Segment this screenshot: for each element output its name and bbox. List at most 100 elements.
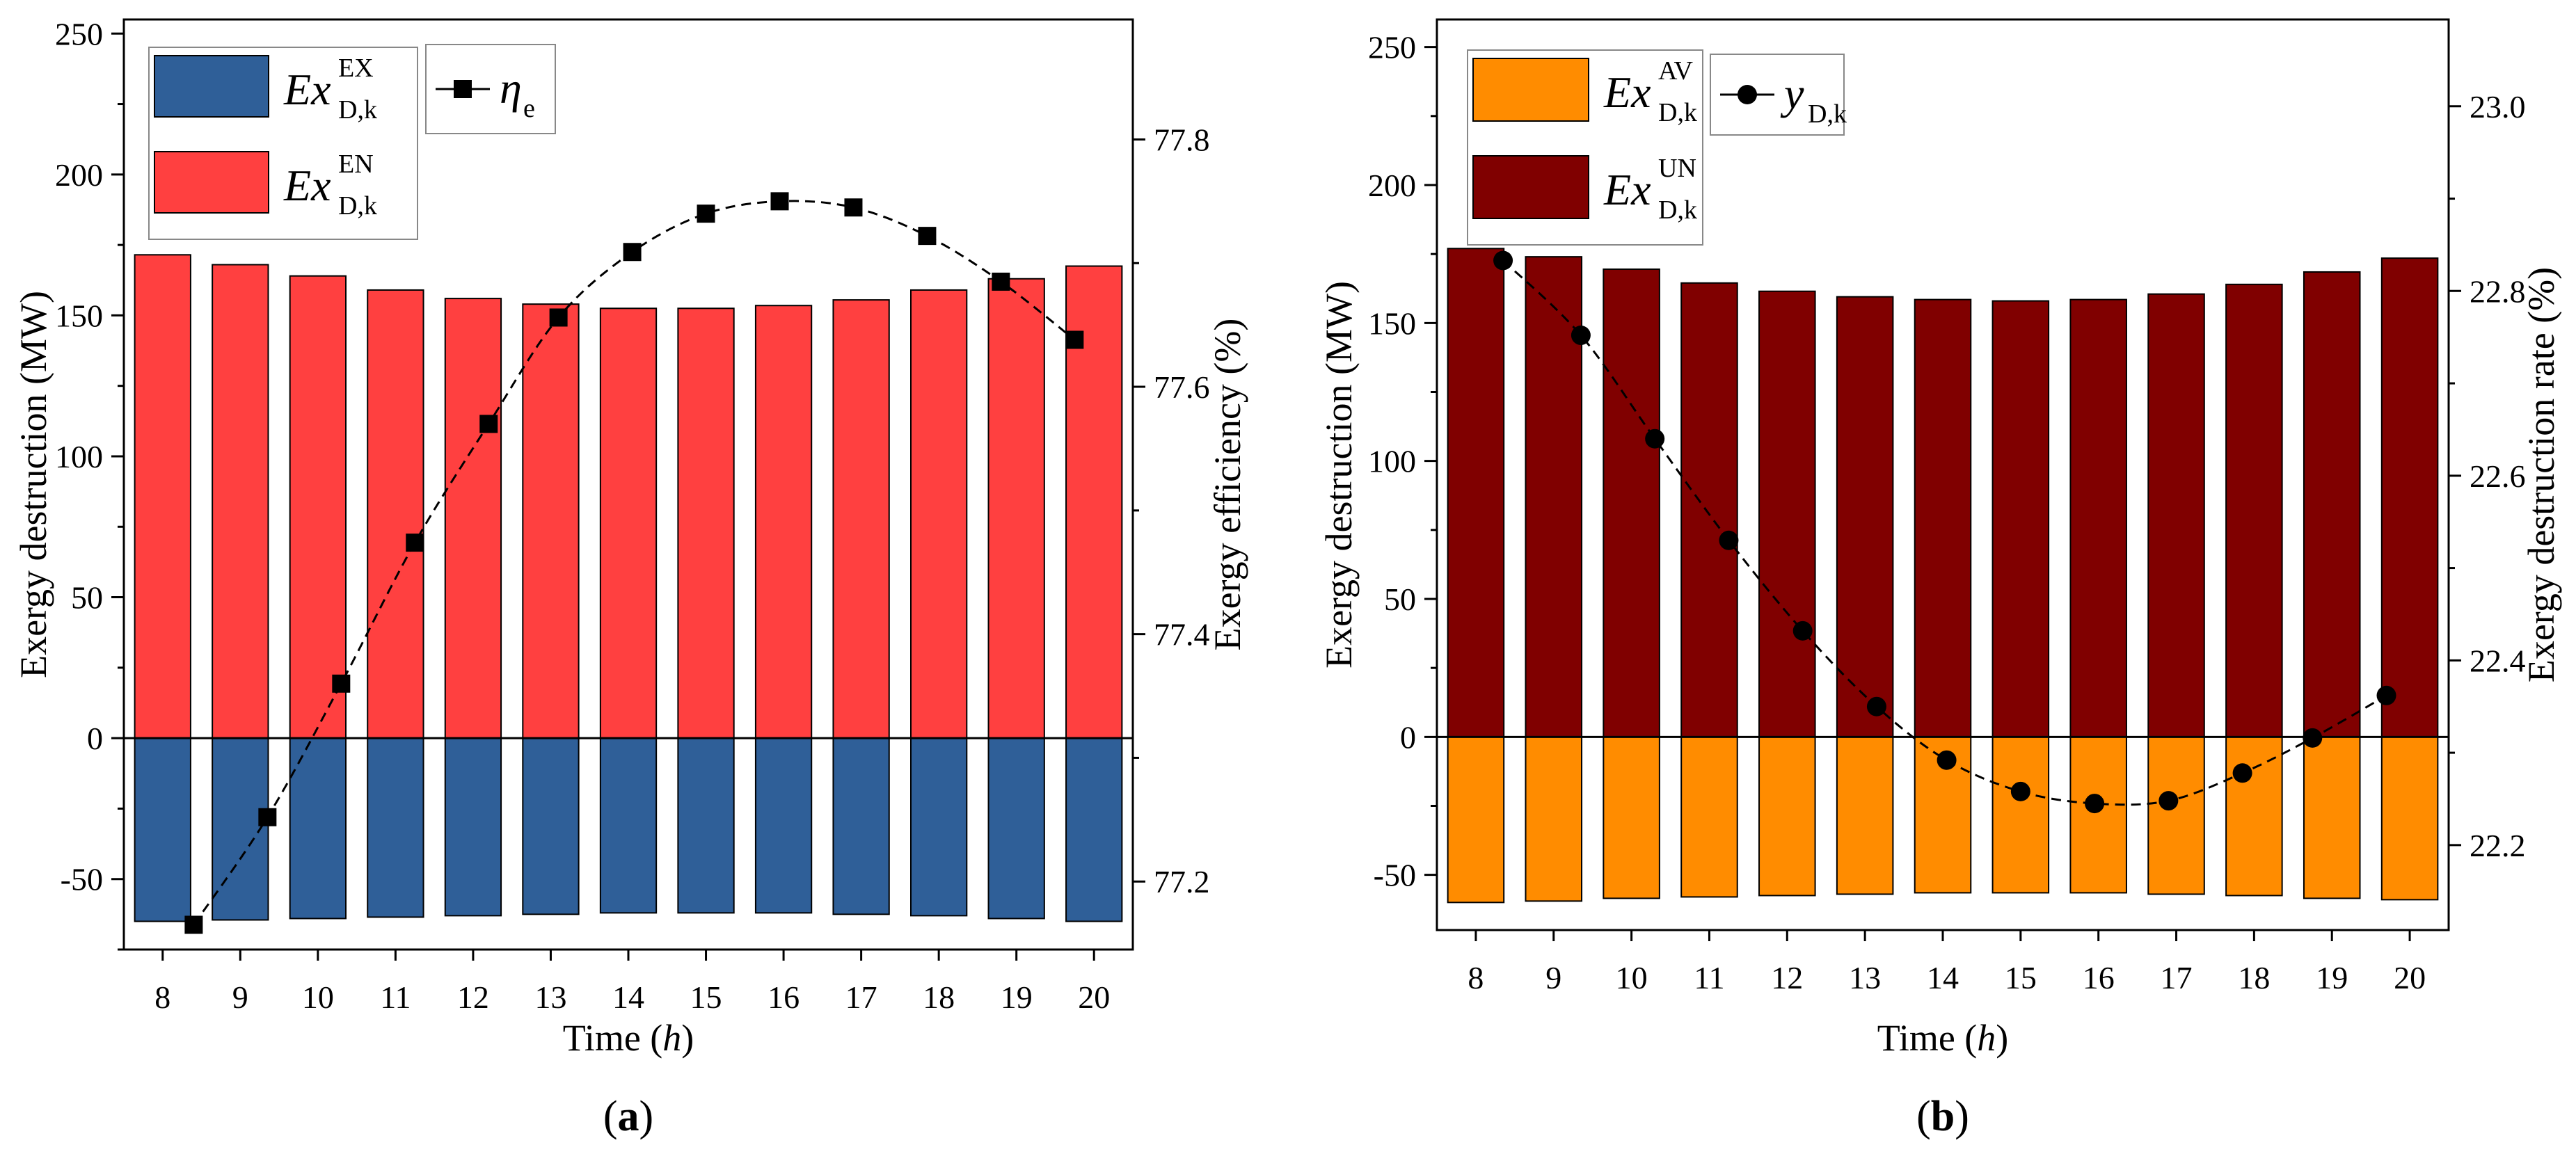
x-tick-label: 13: [534, 979, 566, 1015]
legend-line-label-sub: e: [523, 94, 535, 123]
efficiency-curve: [193, 200, 1076, 926]
legend-label-sub: D,k: [338, 191, 377, 221]
x-tick-label: 17: [845, 979, 877, 1015]
bar-ex-17: [832, 737, 890, 915]
y-tick-label: 100: [1368, 444, 1416, 479]
x-tick-label: 9: [232, 979, 248, 1015]
y-tick-label: 250: [55, 16, 103, 51]
marker-18: [918, 227, 937, 246]
y-tick-label: 250: [1368, 30, 1416, 65]
marker-9: [1571, 326, 1591, 346]
bar-un-20: [2380, 257, 2439, 738]
bar-av-15: [1991, 736, 2050, 894]
y-tick-label: 200: [1368, 168, 1416, 203]
y2-tick-label: 77.8: [1154, 122, 1210, 157]
y-tick-label: 150: [1368, 305, 1416, 341]
bar-av-20: [2380, 736, 2439, 901]
marker-15: [697, 205, 715, 223]
x-axis-title-end: ): [681, 1017, 694, 1059]
marker-20: [1065, 330, 1084, 349]
legend-line-label-sub: D,k: [1808, 99, 1847, 129]
y2-tick-label: 22.2: [2470, 828, 2526, 863]
bar-un-13: [1836, 296, 1894, 738]
legend-label-sup: EN: [338, 150, 374, 179]
y-tick-label: 50: [1384, 582, 1416, 617]
bar-ex-14: [599, 737, 658, 914]
bar-av-8: [1447, 736, 1505, 904]
marker-14: [623, 243, 642, 262]
panel-b: 8 9 10 11 12 13 14 15 16 17 18 19 20 -50 0 50 100 150 200 2…: [1318, 18, 2562, 1140]
x-tick-label: 8: [154, 979, 170, 1015]
legend-marker: [1738, 85, 1757, 104]
bar-en-12: [444, 298, 502, 739]
y-tick-label: -50: [61, 862, 103, 897]
legend-marker: [454, 80, 472, 98]
legend-label-main: Ex: [283, 65, 331, 114]
panel-label-close: ): [1955, 1093, 1969, 1140]
x-tick-label: 18: [923, 979, 955, 1015]
x-tick-label: 15: [2005, 960, 2037, 995]
bar-ex-16: [754, 737, 813, 914]
bar-ex-13: [522, 737, 580, 915]
bar-ex-10: [289, 737, 347, 920]
marker-19: [992, 272, 1010, 291]
y-tick-label: 200: [55, 157, 103, 193]
bar-ex-18: [910, 737, 968, 917]
y2-axis-title: Exergy efficiency (%): [1207, 319, 1248, 651]
bar-un-17: [2147, 293, 2205, 738]
panel-label: (a): [603, 1093, 653, 1140]
x-tick-label: 19: [2316, 960, 2348, 995]
bar-un-19: [2303, 271, 2361, 738]
y-axis-title: Exergy destruction (MW): [1318, 281, 1360, 668]
legend-line-label-main: y: [1780, 69, 1804, 118]
y2-tick-label: 77.2: [1154, 864, 1210, 899]
x-tick-label: 12: [1771, 960, 1803, 995]
x-tick-label: 16: [2083, 960, 2115, 995]
x-tick-label: 8: [1468, 960, 1484, 995]
panel-label-open: (: [1916, 1093, 1931, 1140]
legend-swatch-un: [1472, 155, 1589, 219]
x-tick-label: 11: [1694, 960, 1724, 995]
marker-13: [1866, 696, 1886, 716]
marker-12: [1792, 620, 1813, 641]
bar-un-12: [1758, 290, 1816, 738]
marker-13: [549, 308, 568, 327]
legend-label-sub: D,k: [1658, 195, 1697, 225]
marker-19: [2303, 728, 2323, 748]
x-tick-label: 20: [1078, 979, 1110, 1015]
panel-label-close: ): [639, 1093, 654, 1140]
marker-8: [184, 915, 203, 934]
y2-tick-label: 22.6: [2470, 458, 2526, 494]
x-axis-title-var: h: [662, 1017, 681, 1059]
x-tick-label: 12: [457, 979, 489, 1015]
bar-un-18: [2225, 283, 2283, 738]
bar-av-12: [1758, 736, 1816, 897]
bar-un-10: [1603, 268, 1660, 738]
marker-20: [2376, 685, 2396, 705]
marker-10: [332, 674, 351, 693]
marker-10: [1645, 429, 1665, 449]
legend-label-main: Ex: [1603, 67, 1651, 117]
x-tick-label: 13: [1849, 960, 1881, 995]
bar-ex-19: [987, 737, 1045, 920]
x-axis-title: Time (h): [1877, 1017, 2009, 1059]
bar-un-15: [1991, 300, 2050, 738]
marker-11: [406, 534, 424, 552]
x-axis-title-end: ): [1996, 1017, 2008, 1059]
panel-label-open: (: [603, 1093, 618, 1140]
y-tick-label: 50: [71, 580, 103, 616]
y2-tick-label: 77.6: [1154, 369, 1210, 405]
y-tick-label: 100: [55, 439, 103, 474]
bar-en-11: [367, 289, 424, 739]
marker-12: [479, 415, 498, 433]
bar-ex-11: [367, 737, 424, 918]
bar-ex-15: [677, 737, 735, 914]
legend-label-main: Ex: [1603, 165, 1651, 214]
panel-label-letter: a: [618, 1093, 639, 1140]
x-tick-label: 9: [1545, 960, 1561, 995]
bar-av-11: [1680, 736, 1738, 898]
bar-av-16: [2069, 736, 2127, 894]
y-tick-label: -50: [1374, 858, 1416, 893]
bar-en-13: [522, 303, 580, 739]
x-tick-label: 20: [2394, 960, 2426, 995]
